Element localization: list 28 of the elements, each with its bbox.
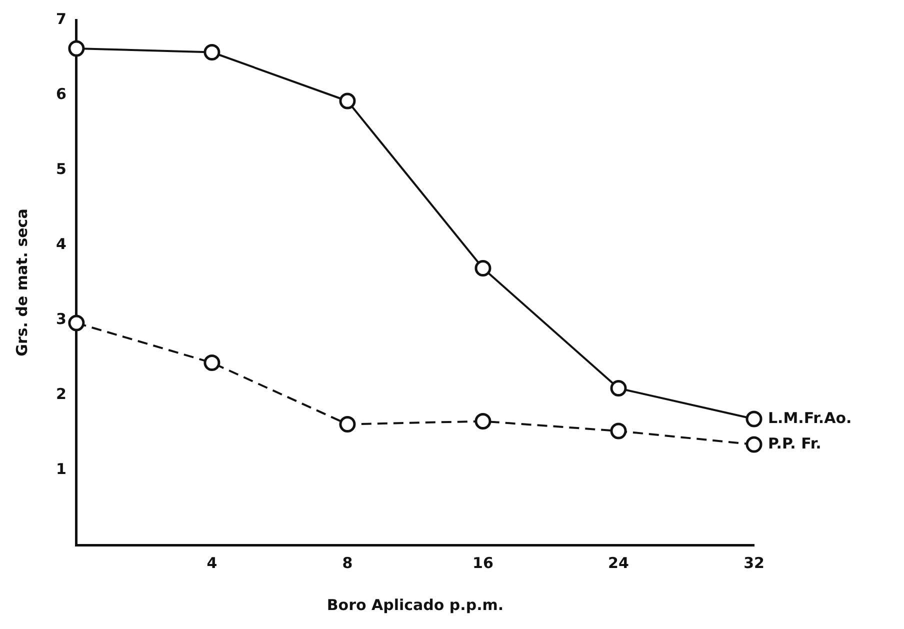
point [68,314,85,332]
point [610,380,627,396]
y-tick-label: 4 [56,234,66,253]
x-axis-title: Boro Aplicado p.p.m. [326,596,504,614]
y-tick-label: 2 [56,384,66,403]
point [204,44,220,60]
point [610,422,627,440]
point [474,413,492,430]
x-tick-label: 8 [342,554,353,572]
x-tick-label: 24 [608,554,629,572]
point [339,92,356,110]
y-tick-label: 1 [56,460,66,478]
y-axis-title: Grs. de mat. seca [12,208,31,356]
point [474,260,492,276]
series-label: L.M.Fr.Ao. [768,408,852,427]
point [746,436,762,453]
series-label: P.P. Fr. [768,434,822,452]
x-tick-label: 32 [744,554,764,572]
x-tick-label: 16 [472,554,494,572]
y-tick-label: 3 [56,310,66,328]
point [339,416,356,432]
point [746,410,762,428]
point [204,354,220,371]
y-tick-label: 6 [56,84,66,103]
y-tick-label: 5 [56,160,66,178]
x-tick-label: 4 [206,554,218,572]
y-tick-label: 7 [56,10,66,28]
point [68,40,85,57]
